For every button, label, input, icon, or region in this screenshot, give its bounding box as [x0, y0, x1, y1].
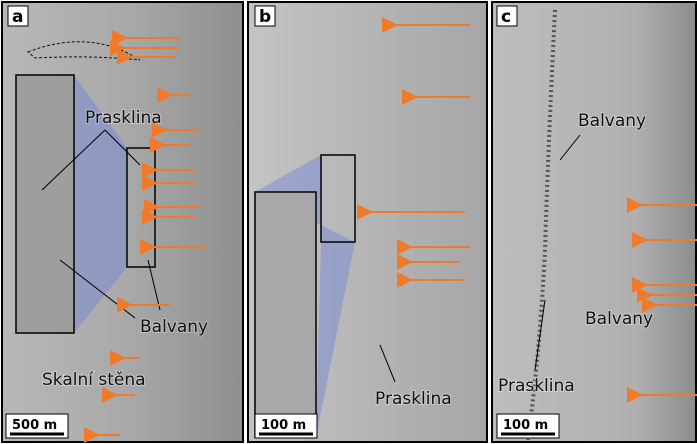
inset [16, 75, 74, 333]
panel-a: Prasklina Balvany Skalní stěna a 500 m [2, 2, 243, 442]
page: Prasklina Balvany Skalní stěna a 500 m P… [0, 0, 697, 444]
label: Prasklina [85, 108, 162, 128]
panel-b: Prasklina b 100 m [248, 2, 487, 442]
label: Prasklina [498, 376, 575, 396]
label: Balvany [585, 309, 653, 329]
label: Prasklina [375, 389, 452, 409]
label: Skalní stěna [42, 370, 146, 390]
label: Balvany [140, 317, 208, 337]
inset [255, 192, 316, 437]
panel-letter: b [259, 7, 271, 27]
scale-label: 500 m [12, 418, 57, 433]
figure: Prasklina Balvany Skalní stěna a 500 m P… [0, 0, 697, 444]
panel-letter: c [501, 7, 511, 27]
scale-label: 100 m [261, 418, 306, 433]
scale-label: 100 m [503, 418, 548, 433]
label: Balvany [578, 111, 646, 131]
panel-c: Balvany Balvany Prasklina c 100 m [492, 2, 696, 442]
panel-letter: a [12, 7, 23, 27]
